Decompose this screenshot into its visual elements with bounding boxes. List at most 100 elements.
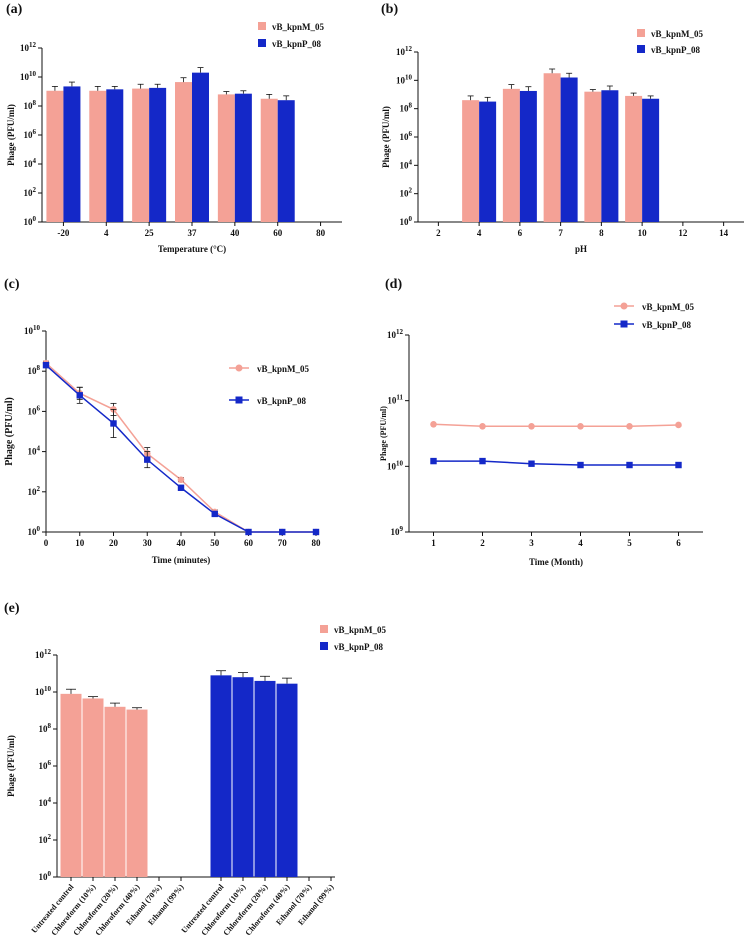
- panel-label-e: (e): [4, 601, 20, 616]
- x-tick-label: 37: [188, 228, 198, 238]
- legend-swatch: [258, 22, 266, 30]
- x-tick-label: 50: [210, 538, 220, 548]
- point-pink: [430, 421, 437, 428]
- legend-marker: [235, 396, 243, 404]
- x-tick-label: 2: [436, 228, 441, 238]
- y-axis-label: Phage (PFU/ml): [381, 106, 391, 168]
- legend-label: vB_kpnP_08: [257, 396, 307, 406]
- x-tick-label: 80: [316, 228, 326, 238]
- y-tick-label: 1012: [396, 45, 413, 57]
- x-tick-label: 20: [109, 538, 119, 548]
- legend-swatch: [637, 45, 645, 53]
- y-tick-label: 100: [400, 215, 413, 227]
- x-tick-label: 40: [230, 228, 240, 238]
- y-tick-label: 106: [39, 759, 52, 771]
- point-blue: [479, 457, 486, 465]
- point-blue: [312, 528, 320, 536]
- x-tick-label: 2: [480, 538, 485, 548]
- legend-label: vB_kpnP_08: [334, 642, 384, 652]
- point-blue: [430, 457, 437, 465]
- panel-label-a: (a): [6, 2, 23, 17]
- legend-label: vB_kpnM_05: [642, 302, 695, 312]
- bar-blue: [601, 90, 619, 222]
- series-line-pink: [433, 423, 679, 428]
- x-tick-label: 4: [104, 228, 109, 238]
- x-axis-label: Temperature (°C): [158, 244, 226, 254]
- y-tick-label: 104: [24, 157, 37, 169]
- point-pink: [479, 422, 486, 430]
- legend-swatch: [320, 642, 328, 650]
- legend-label: vB_kpnM_05: [272, 22, 325, 32]
- bar-blue: [560, 77, 578, 222]
- legend-label: vB_kpnP_08: [651, 45, 701, 55]
- legend-swatch: [258, 39, 266, 47]
- y-tick-label: 100: [28, 525, 41, 537]
- y-tick-label: 106: [400, 130, 413, 142]
- y-tick-label: 106: [28, 404, 41, 416]
- series-line-blue: [433, 460, 679, 466]
- bar-blue: [106, 89, 124, 222]
- chart-a: 100 102 104 106 108 1010 1012 Phage (PFU/ml) Tem…: [6, 22, 342, 254]
- x-tick-label: 60: [244, 538, 254, 548]
- panel-label-d: (d): [385, 277, 403, 292]
- x-tick-label: 6: [676, 538, 681, 548]
- chart-panel-c: (c) 100 102 104 106 108 1010 Phage (PFU/ml) Tim…: [0, 275, 372, 575]
- panel-label-b: (b): [381, 2, 399, 17]
- bar-blue: [519, 90, 537, 222]
- y-tick-label: 108: [400, 102, 413, 114]
- x-tick-label: 3: [529, 538, 534, 548]
- y-tick-label: 1010: [387, 459, 404, 471]
- y-tick-label: 108: [39, 722, 52, 734]
- legend-label: vB_kpnP_08: [272, 39, 322, 49]
- x-axis-label: Time (Month): [529, 557, 583, 567]
- x-axis-label: Time (minutes): [152, 555, 211, 565]
- y-axis-label: Phage (PFU/ml): [6, 735, 16, 797]
- y-tick-label: 100: [24, 215, 37, 227]
- bar-blue: [276, 683, 298, 877]
- y-axis-label: Phage (PFU/ml): [4, 397, 15, 466]
- chart-panel-b: (b) 100 102 104 106 108 1010 1012 Phage (PFU/ml…: [373, 0, 745, 262]
- x-tick-label: 0: [44, 538, 49, 548]
- bar-pink: [104, 706, 126, 877]
- x-tick-label: -20: [57, 228, 69, 238]
- bar-pink: [132, 88, 150, 222]
- y-tick-label: 104: [28, 445, 41, 457]
- point-pink: [528, 422, 535, 430]
- bar-pink: [502, 88, 520, 222]
- point-pink: [577, 422, 584, 430]
- y-tick-label: 108: [24, 99, 37, 111]
- bar-pink: [60, 693, 82, 877]
- point-blue: [144, 456, 151, 463]
- bar-blue: [479, 101, 497, 222]
- y-tick-label: 1012: [20, 41, 37, 53]
- x-tick-label: 30: [143, 538, 153, 548]
- series-line-blue: [45, 364, 316, 533]
- bar-blue: [63, 86, 81, 222]
- y-tick-label: 1010: [396, 73, 413, 85]
- x-tick-label: 12: [678, 228, 688, 238]
- bar-blue: [234, 93, 252, 222]
- point-blue: [177, 484, 185, 491]
- legend-marker: [620, 320, 628, 328]
- y-tick-label: 102: [39, 833, 52, 845]
- bar-blue: [642, 98, 660, 222]
- y-tick-label: 106: [24, 128, 37, 140]
- legend-swatch: [637, 29, 645, 37]
- x-axis-label: pH: [575, 244, 587, 254]
- panel-label-c: (c): [4, 277, 20, 292]
- bar-blue: [149, 87, 167, 222]
- y-tick-label: 1010: [24, 324, 41, 336]
- bar-pink: [82, 698, 104, 877]
- point-blue: [675, 461, 682, 469]
- point-pink: [626, 422, 633, 430]
- bar-pink: [217, 94, 235, 222]
- point-pink: [177, 476, 185, 484]
- y-tick-label: 102: [24, 186, 37, 198]
- y-tick-label: 102: [400, 187, 413, 199]
- y-tick-label: 104: [39, 796, 52, 808]
- bar-pink: [89, 90, 107, 223]
- x-tick-label: 8: [599, 228, 604, 238]
- bar-blue: [210, 675, 232, 877]
- bar-blue: [254, 680, 276, 877]
- legend-swatch: [320, 625, 328, 633]
